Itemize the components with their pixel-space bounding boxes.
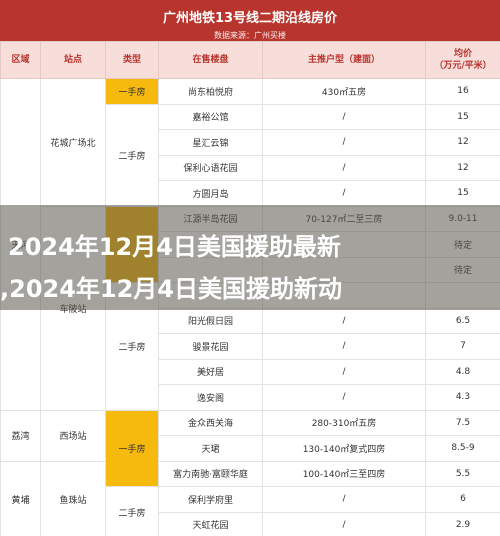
name-cell: 保利学府里 (158, 486, 263, 513)
column-header: 区域 (0, 41, 41, 79)
station-cell: 鱼珠站 (40, 460, 106, 536)
column-header: 类型 (105, 41, 159, 79)
layout-cell: / (262, 180, 426, 207)
overlay-banner: 2024年12月4日美国援助最新 ,2024年12月4日美国援助新动 (0, 205, 500, 310)
region-cell: 黄埔 (0, 460, 41, 536)
price-cell: 5.5 (425, 460, 500, 487)
layout-cell: / (262, 358, 426, 385)
region-cell: 荔湾 (0, 409, 41, 462)
price-cell: 7 (425, 333, 500, 360)
name-cell: 尚东柏悦府 (158, 78, 263, 105)
title: 广州地铁13号线二期沿线房价 (162, 11, 338, 26)
price-cell: 15 (425, 180, 500, 207)
table-row: 天虹花园/2.9 (1, 511, 500, 536)
table-row: 保利心语花园/12 (1, 154, 500, 181)
name-cell: 天珺 (158, 435, 263, 462)
subtitle: 数据来源：广州买楼 (214, 31, 286, 40)
layout-cell: / (262, 384, 426, 411)
type-cell: 一手房 (105, 78, 159, 105)
layout-cell: 280-310㎡五房 (262, 409, 426, 436)
price-cell: 16 (425, 78, 500, 105)
layout-cell: / (262, 333, 426, 360)
layout-cell: / (262, 129, 426, 156)
name-cell: 方圆月岛 (158, 180, 263, 207)
layout-cell: / (262, 511, 426, 536)
price-cell: 8.5-9 (425, 435, 500, 462)
price-cell: 15 (425, 103, 500, 130)
banner-line: ,2024年12月4日美国援助新动 (0, 275, 343, 303)
name-cell: 富力南驰·富颐华庭 (158, 460, 263, 487)
price-cell: 6.5 (425, 307, 500, 334)
price-cell: 4.3 (425, 384, 500, 411)
layout-cell: 100-140㎡三至四房 (262, 460, 426, 487)
name-cell: 星汇云锦 (158, 129, 263, 156)
layout-cell: / (262, 103, 426, 130)
price-cell: 2.9 (425, 511, 500, 536)
table-row: 方圆月岛/15 (1, 180, 500, 207)
price-cell: 7.5 (425, 409, 500, 436)
name-cell: 嘉裕公馆 (158, 103, 263, 130)
column-header: 在售楼盘 (158, 41, 263, 79)
layout-cell: / (262, 154, 426, 181)
price-cell: 12 (425, 129, 500, 156)
table-row: 二手房 保利学府里/6 (1, 486, 500, 536)
type-cell: 一手房 (105, 409, 159, 487)
banner-line: 2024年12月4日美国援助最新 (8, 233, 341, 261)
layout-cell: 130-140㎡复式四房 (262, 435, 426, 462)
layout-cell: 430㎡五房 (262, 78, 426, 105)
layout-cell: / (262, 486, 426, 513)
column-header: 均价 （万元/平米） (425, 41, 500, 79)
table-row: 星汇云锦/12 (1, 129, 500, 156)
table-row: 天河花城广场北一手房尚东柏悦府430㎡五房16 (0, 78, 500, 411)
table-row: 黄埔 鱼珠站 富力南驰·富颐华庭 100-140㎡三至四房 5.5 (0, 460, 500, 536)
type-cell: 二手房 (105, 486, 159, 536)
name-cell: 保利心语花园 (158, 154, 263, 181)
price-cell: 12 (425, 154, 500, 181)
column-header: 站点 (40, 41, 106, 79)
column-header: 主推户型（建面） (262, 41, 426, 79)
table-row: 美好居/4.8 (1, 358, 500, 385)
station-cell: 花城广场北 (40, 78, 106, 207)
name-cell: 逸安阁 (158, 384, 263, 411)
type-cell: 二手房 (105, 103, 159, 207)
header-row: 区域 站点 类型 在售楼盘 主推户型（建面） 均价 （万元/平米） (0, 41, 500, 79)
price-cell: 4.8 (425, 358, 500, 385)
title-band: 广州地铁13号线二期沿线房价 数据来源：广州买楼 (0, 0, 500, 41)
name-cell: 阳光假日园 (158, 307, 263, 334)
station-cell: 西场站 (40, 409, 106, 462)
table-row: 荔湾 西场站 一手房 金众西关海 280-310㎡五房 7.5 (0, 409, 500, 487)
name-cell: 骏景花园 (158, 333, 263, 360)
name-cell: 天虹花园 (158, 511, 263, 536)
price-cell: 6 (425, 486, 500, 513)
name-cell: 美好居 (158, 358, 263, 385)
layout-cell: / (262, 307, 426, 334)
name-cell: 金众西关海 (158, 409, 263, 436)
